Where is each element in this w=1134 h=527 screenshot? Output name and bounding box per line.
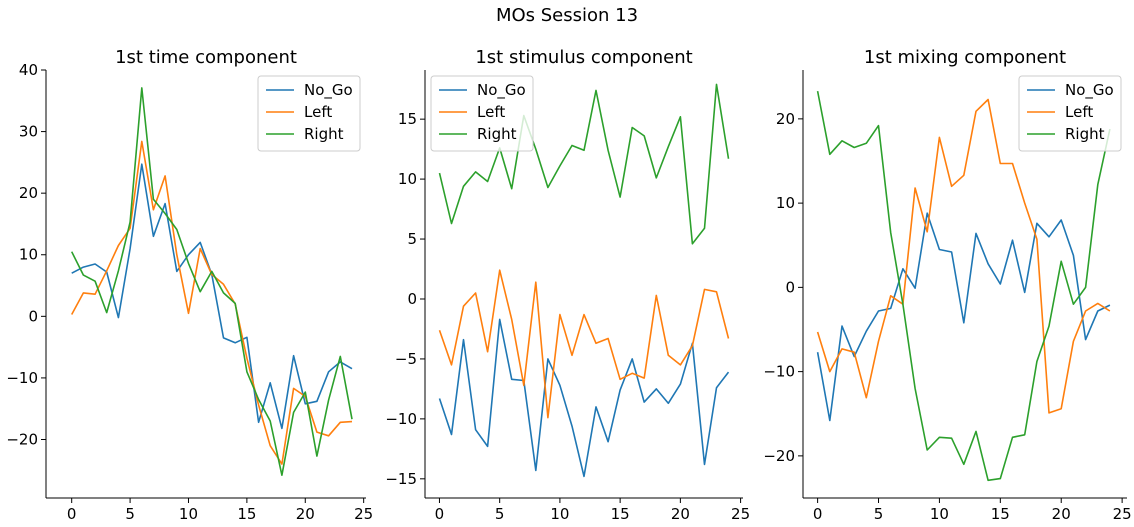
chart-panel-3: 1st mixing component 0 5 10 15 20 25 −20 −10 0 10 2… [763,47,1131,523]
y-tick-label: 20 [776,110,795,128]
x-tick-label: 20 [296,505,315,523]
series-line-right [816,90,1111,482]
y-tick-label: 20 [19,184,38,202]
legend-label: Right [304,125,344,143]
y-tick-label: 40 [19,61,38,79]
legend-label: No_Go [304,81,353,100]
series-line-left [438,269,730,419]
x-tick-label: 5 [125,505,135,523]
legend-label: Left [1065,103,1093,121]
x-tick-label: 5 [874,505,884,523]
legend-label: Right [1065,125,1105,143]
y-tick-label: 30 [19,123,38,141]
y-tick-label: −10 [6,369,38,387]
y-tick-label: 0 [407,290,417,308]
y-tick-label: −20 [6,430,38,448]
x-tick-label: 20 [1052,505,1071,523]
x-tick-label: 25 [354,505,373,523]
y-tick-label: −10 [763,363,795,381]
series-line-no-go [71,163,353,430]
legend: No_Go Left Right [257,75,361,152]
series-line-no-go [438,318,730,478]
chart-panel-2: 1st stimulus component 0 5 10 15 20 25 −15 −10 −5… [385,47,750,523]
series-line-left [816,98,1111,414]
x-tick-label: 0 [813,505,823,523]
y-tick-label: 10 [398,170,417,188]
legend-label: Right [477,125,517,143]
y-tick-label: 10 [19,246,38,264]
legend: No_Go Left Right [430,75,534,152]
x-tick-label: 15 [237,505,256,523]
y-tick-label: 15 [398,110,417,128]
series-line-no-go [816,212,1111,422]
x-tick-label: 10 [930,505,949,523]
y-tick-label: 5 [407,230,417,248]
series-line-right [70,87,353,477]
chart-title: 1st stimulus component [475,47,692,68]
legend-label: No_Go [1065,81,1114,100]
legend-label: No_Go [477,81,526,100]
legend-frame [257,75,361,152]
legend-frame [430,75,534,152]
y-tick-label: 0 [785,278,795,296]
y-tick-label: −20 [763,447,795,465]
chart-title: 1st mixing component [864,47,1066,68]
x-tick-label: 25 [731,505,750,523]
x-tick-label: 5 [495,505,505,523]
x-tick-label: 15 [991,505,1010,523]
y-tick-label: −10 [385,410,417,428]
x-tick-label: 0 [67,505,77,523]
y-tick-label: 0 [28,307,38,325]
series-line-right [438,83,730,245]
chart-panel-1: 1st time component 0 5 10 15 20 25 −20 −10 0 10 20 3… [6,47,373,523]
legend-label: Left [304,103,332,121]
legend-label: Left [477,103,505,121]
x-tick-label: 25 [1113,505,1132,523]
x-tick-label: 0 [435,505,445,523]
x-tick-label: 15 [611,505,630,523]
y-tick-label: 10 [776,194,795,212]
legend: No_Go Left Right [1018,75,1122,152]
x-tick-label: 10 [550,505,569,523]
legend-frame [1018,75,1122,152]
y-tick-label: −5 [395,350,417,368]
figure-suptitle: MOs Session 13 [496,5,638,26]
y-tick-label: −15 [385,470,417,488]
x-tick-label: 10 [179,505,198,523]
x-tick-label: 20 [671,505,690,523]
chart-title: 1st time component [115,47,297,68]
